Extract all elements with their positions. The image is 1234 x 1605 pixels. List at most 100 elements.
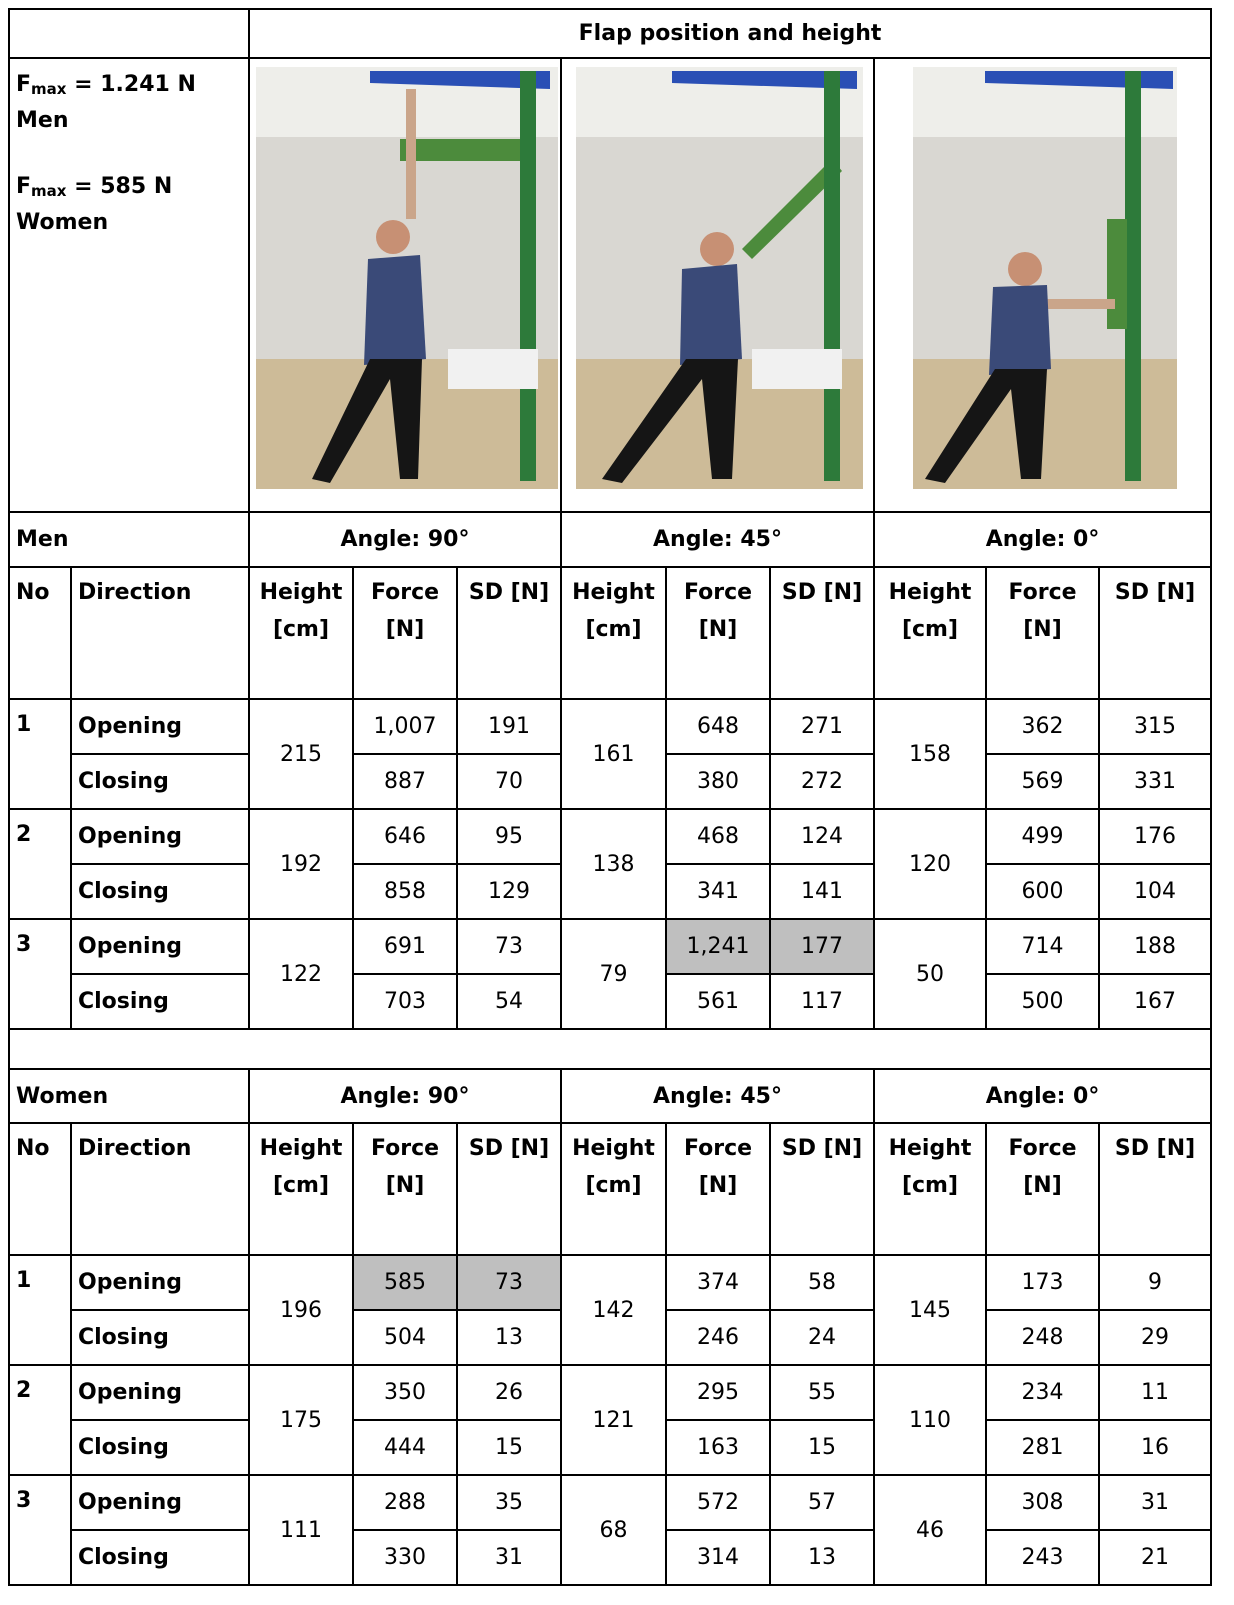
force-cell: 648 — [665, 698, 771, 755]
table-title: Flap position and height — [247, 8, 1213, 59]
force-cell: 572 — [665, 1474, 771, 1531]
sd-cell: 95 — [456, 808, 562, 865]
force-cell: 362 — [985, 698, 1100, 755]
column-header: Direction — [70, 566, 250, 700]
height-cell: 158 — [873, 698, 987, 810]
row-number: 3 — [8, 1474, 72, 1586]
height-cell: 50 — [873, 918, 987, 1030]
direction: Closing — [70, 1529, 250, 1586]
force-cell: 858 — [352, 863, 458, 920]
sd-cell: 16 — [1097, 1419, 1213, 1476]
photo-row: Fmax = 1.241 N Men Fmax = 585 N Women — [8, 57, 1213, 513]
sd-cell: 176 — [1097, 808, 1213, 865]
row-number: 1 — [8, 1254, 72, 1366]
closing-row: Closing 504 13 246 24 248 29 — [9, 1309, 1213, 1366]
column-header-row: No Direction Height [cm] Force [N] SD [N] Hei… — [8, 566, 1213, 700]
opening-row: 3 Opening 111 288 35 68 572 57 46 308 31 — [8, 1474, 1213, 1586]
section-label: Men — [8, 511, 250, 568]
empty-cell — [8, 8, 250, 59]
force-cell: 281 — [985, 1419, 1100, 1476]
direction: Closing — [70, 973, 250, 1030]
column-header: Force [N] — [985, 1122, 1100, 1256]
sd-cell: 191 — [456, 698, 562, 755]
angle-label: Angle: 45° — [560, 511, 875, 568]
height-cell: 161 — [560, 698, 667, 810]
direction: Opening — [70, 918, 250, 975]
sd-cell: 70 — [456, 753, 562, 810]
sd-cell: 57 — [769, 1474, 875, 1531]
angle-label: Angle: 90° — [248, 1068, 562, 1124]
sd-cell: 31 — [1097, 1474, 1213, 1531]
force-cell: 600 — [985, 863, 1100, 920]
direction: Closing — [70, 1309, 250, 1366]
sd-cell: 29 — [1097, 1309, 1213, 1366]
force-cell: 308 — [985, 1474, 1100, 1531]
column-header: No — [8, 566, 72, 700]
sd-cell: 272 — [769, 753, 875, 810]
fmax-men: Fmax = 1.241 N Men — [16, 65, 242, 136]
sd-cell: 9 — [1097, 1254, 1213, 1311]
height-cell: 142 — [560, 1254, 667, 1366]
force-cell: 500 — [985, 973, 1100, 1030]
force-cell: 468 — [665, 808, 771, 865]
fmax-cell: Fmax = 1.241 N Men Fmax = 585 N Women — [8, 57, 250, 513]
angle-label: Angle: 45° — [560, 1068, 875, 1124]
sd-cell: 31 — [456, 1529, 562, 1586]
photo-cell — [560, 57, 875, 513]
sd-cell: 24 — [769, 1309, 875, 1366]
fmax-value: = 1.241 N — [74, 72, 196, 97]
force-cell: 585 — [352, 1254, 458, 1311]
photo-angle-45 — [576, 67, 863, 489]
column-header: Force [N] — [352, 566, 458, 700]
height-cell: 145 — [873, 1254, 987, 1366]
sd-cell: 13 — [769, 1529, 875, 1586]
force-cell: 243 — [985, 1529, 1100, 1586]
column-header: SD [N] — [1097, 566, 1213, 700]
fmax-subscript: max — [31, 80, 67, 98]
opening-row: 1 Opening 196 585 73 142 374 58 145 173 9 — [8, 1254, 1213, 1366]
force-cell: 561 — [665, 973, 771, 1030]
height-cell: 138 — [560, 808, 667, 920]
opening-row: 1 Opening 215 1,007 191 161 648 271 158 362 315 — [8, 698, 1213, 810]
column-header: Height [cm] — [560, 1122, 667, 1256]
sd-cell: 271 — [769, 698, 875, 755]
height-cell: 120 — [873, 808, 987, 920]
column-header: Height [cm] — [873, 1122, 987, 1256]
sd-cell: 315 — [1097, 698, 1213, 755]
force-cell: 234 — [985, 1364, 1100, 1421]
sd-cell: 167 — [1097, 973, 1213, 1030]
force-cell: 1,241 — [665, 918, 771, 975]
force-cell: 569 — [985, 753, 1100, 810]
sd-cell: 188 — [1097, 918, 1213, 975]
row-number: 2 — [8, 808, 72, 920]
fmax-symbol: F — [16, 174, 32, 199]
sd-cell: 15 — [456, 1419, 562, 1476]
sd-cell: 21 — [1097, 1529, 1213, 1586]
height-cell: 215 — [248, 698, 354, 810]
section-label: Women — [8, 1068, 250, 1124]
direction: Opening — [70, 1364, 250, 1421]
force-cell: 887 — [352, 753, 458, 810]
sd-cell: 35 — [456, 1474, 562, 1531]
column-header: Direction — [70, 1122, 250, 1256]
fmax-subscript: max — [31, 182, 67, 200]
column-header: No — [8, 1122, 72, 1256]
direction: Opening — [70, 808, 250, 865]
height-cell: 46 — [873, 1474, 987, 1586]
sd-cell: 129 — [456, 863, 562, 920]
force-cell: 444 — [352, 1419, 458, 1476]
photo-angle-0 — [913, 67, 1177, 489]
sd-cell: 124 — [769, 808, 875, 865]
force-cell: 691 — [352, 918, 458, 975]
sd-cell: 58 — [769, 1254, 875, 1311]
sd-cell: 331 — [1097, 753, 1213, 810]
angle-label: Angle: 0° — [872, 1068, 1213, 1124]
photo-angle-90 — [256, 67, 558, 489]
column-header: Height [cm] — [560, 566, 667, 700]
height-cell: 110 — [873, 1364, 987, 1476]
column-header: Force [N] — [665, 566, 771, 700]
force-cell: 295 — [665, 1364, 771, 1421]
height-cell: 68 — [560, 1474, 667, 1586]
